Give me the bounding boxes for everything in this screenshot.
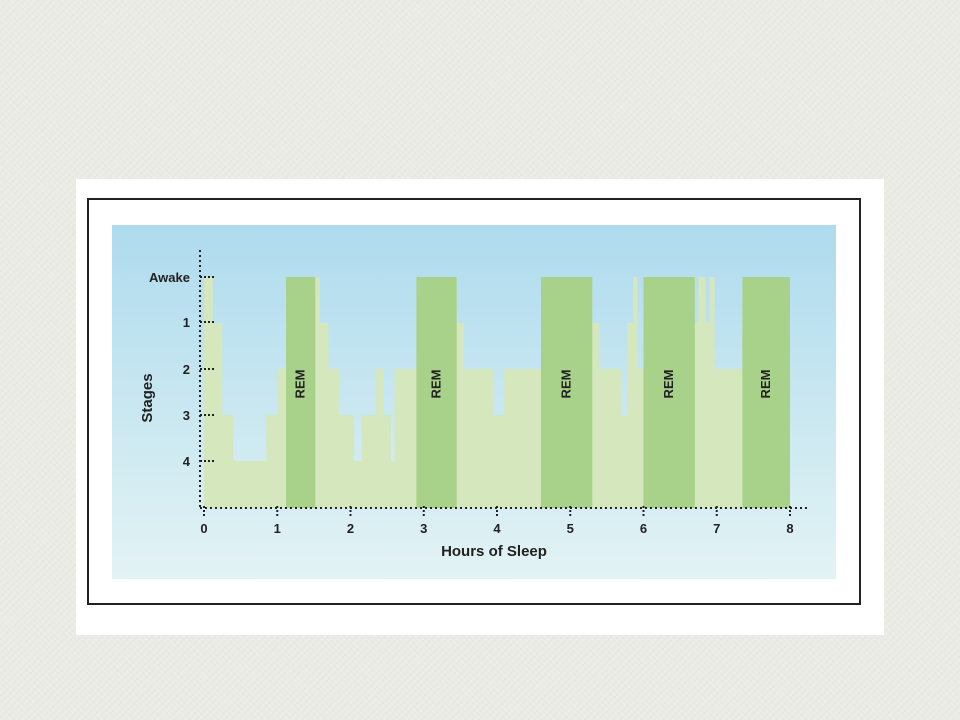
rem-bar-2: [416, 277, 457, 508]
x-tick-label-7: 6: [640, 521, 647, 536]
rem-bar-3: [541, 277, 593, 508]
y-tick-label-5: 4: [183, 454, 191, 469]
x-tick-label-5: 4: [493, 521, 501, 536]
rem-bar-4: [643, 277, 695, 508]
x-tick-label-4: 3: [420, 521, 427, 536]
y-axis-title: Stages: [139, 373, 156, 422]
x-tick-label-9: 8: [786, 521, 793, 536]
y-tick-label-1: Awake: [149, 270, 190, 285]
rem-label-2: REM: [429, 370, 444, 399]
y-tick-label-3: 2: [183, 362, 190, 377]
x-axis-title: Hours of Sleep: [441, 543, 547, 560]
rem-label-3: REM: [559, 370, 574, 399]
rem-label-1: REM: [293, 370, 308, 399]
rem-label-5: REM: [758, 370, 773, 399]
rem-bar-1: [286, 277, 316, 508]
x-tick-label-2: 1: [274, 521, 281, 536]
x-tick-label-3: 2: [347, 521, 354, 536]
x-tick-label-6: 5: [567, 521, 574, 536]
y-tick-label-2: 1: [183, 315, 190, 330]
x-tick-label-1: 0: [200, 521, 207, 536]
rem-label-4: REM: [661, 370, 676, 399]
x-tick-label-8: 7: [713, 521, 720, 536]
y-tick-label-4: 3: [183, 408, 190, 423]
rem-bar-5: [742, 277, 790, 508]
